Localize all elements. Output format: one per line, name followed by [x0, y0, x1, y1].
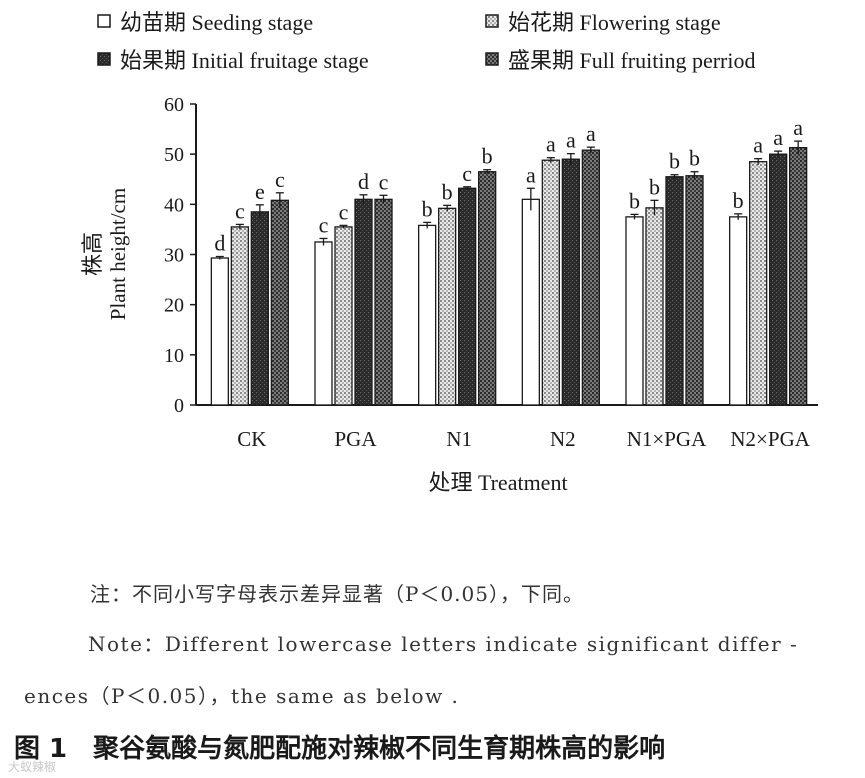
bar	[769, 153, 788, 406]
legend-swatch	[485, 14, 499, 28]
legend: 幼苗期 Seeding stage 始花期 Flowering stage 始果期 …	[97, 10, 755, 73]
bar	[625, 216, 644, 406]
axes: 0 10 20 30 40 50 60	[164, 94, 818, 417]
significance-letter: c	[462, 161, 472, 186]
figure-caption: 图 1 聚谷氨酸与氮肥配施对辣椒不同生育期株高的影响	[14, 728, 665, 765]
y-axis-title-en: Plant height/cm	[106, 188, 130, 320]
significance-letter: a	[586, 121, 596, 146]
legend-label: 始花期 Flowering stage	[508, 10, 721, 35]
bar-chart: 幼苗期 Seeding stage 始花期 Flowering stage 始果期 …	[80, 10, 818, 495]
bar	[561, 158, 580, 406]
significance-letter: a	[526, 162, 536, 187]
bar	[458, 187, 477, 406]
note-english-line2: ences（P＜0.05），the same as below .	[24, 684, 460, 708]
y-tick-label: 0	[174, 395, 184, 417]
bar	[685, 175, 704, 406]
figure-label: 图 1	[14, 734, 68, 764]
significance-letter: c	[319, 212, 329, 237]
legend-swatch	[485, 52, 499, 66]
significance-letter: a	[566, 128, 576, 153]
x-tick-label: N2×PGA	[730, 427, 810, 451]
significance-letter: d	[358, 169, 369, 194]
x-tick-label: PGA	[334, 427, 377, 451]
significance-letter: b	[629, 188, 640, 213]
significance-letter: a	[546, 132, 556, 157]
bar	[418, 224, 437, 406]
significance-letter: c	[379, 169, 389, 194]
bar	[541, 159, 560, 406]
bar	[749, 161, 768, 406]
x-tick-label: CK	[237, 427, 266, 451]
y-tick-label: 40	[164, 194, 184, 216]
y-tick-label: 10	[164, 345, 184, 367]
bar	[478, 171, 497, 406]
significance-letter: b	[669, 149, 680, 174]
significance-letter: b	[442, 179, 453, 204]
chart-area: 幼苗期 Seeding stage 始花期 Flowering stage 始果期 …	[80, 10, 818, 495]
bar	[521, 198, 540, 406]
legend-swatch	[97, 14, 111, 28]
bar	[729, 216, 748, 406]
bar	[665, 176, 684, 406]
bar	[438, 207, 457, 406]
y-axis-title-zh: 株高	[80, 232, 105, 276]
note-chinese: 注：不同小写字母表示差异显著（P＜0.05），下同。	[90, 582, 584, 606]
significance-letter: a	[793, 115, 803, 140]
bar	[250, 211, 269, 406]
significance-letter: d	[214, 231, 225, 256]
significance-letter: c	[235, 198, 245, 223]
significance-letter: b	[422, 196, 433, 221]
legend-swatch	[97, 52, 111, 66]
y-tick-label: 20	[164, 295, 184, 317]
significance-letter: e	[255, 179, 265, 204]
bar	[210, 257, 229, 406]
figure-title: 聚谷氨酸与氮肥配施对辣椒不同生育期株高的影响	[93, 734, 666, 764]
bar	[789, 146, 808, 406]
significance-letter: b	[649, 174, 660, 199]
x-tick-label: N2	[550, 427, 576, 451]
significance-letter: b	[689, 146, 700, 171]
significance-letter: c	[339, 199, 349, 224]
x-tick-label: N1×PGA	[627, 427, 707, 451]
x-tick-label: N1	[446, 427, 472, 451]
note-english-line1: Note：Different lowercase letters indicat…	[88, 632, 799, 656]
bar	[581, 149, 600, 406]
significance-letter: b	[482, 144, 493, 169]
watermark: 大蚁辣椒	[8, 760, 57, 774]
legend-label: 幼苗期 Seeding stage	[120, 10, 313, 35]
bar	[230, 226, 249, 406]
legend-label: 始果期 Initial fruitage stage	[120, 48, 369, 73]
bar	[270, 199, 289, 406]
bar	[334, 226, 353, 406]
bar	[374, 198, 393, 406]
axis-labels: 处理 Treatment 株高 Plant height/cm	[80, 188, 568, 495]
y-tick-label: 60	[164, 94, 184, 116]
bar	[645, 207, 664, 406]
significance-letter: a	[773, 125, 783, 150]
significance-letter: a	[753, 133, 763, 158]
bar	[354, 198, 373, 406]
bar	[314, 241, 333, 406]
legend-label: 盛果期 Full fruiting perriod	[508, 48, 755, 73]
x-axis-title: 处理 Treatment	[428, 470, 567, 495]
y-tick-label: 50	[164, 144, 184, 166]
significance-letter: b	[733, 188, 744, 213]
significance-letter: c	[275, 167, 285, 192]
y-tick-label: 30	[164, 245, 184, 267]
